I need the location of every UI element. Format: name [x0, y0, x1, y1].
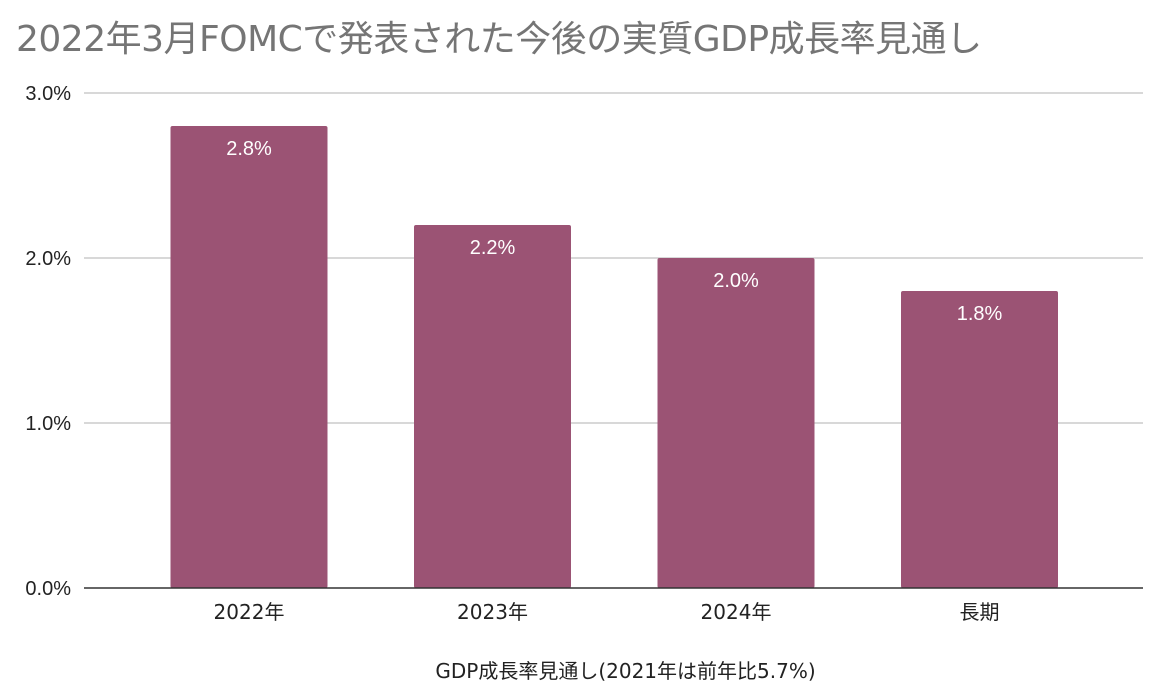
data-label: 2.0% [713, 270, 759, 292]
x-tick-label: 長期 [960, 600, 1000, 624]
bar [170, 126, 328, 588]
x-tick-label: 2024年 [701, 600, 772, 624]
y-tick-label: 2.0% [25, 248, 71, 270]
bar [414, 225, 571, 588]
y-tick-label: 0.0% [25, 578, 71, 600]
bar [657, 258, 815, 588]
data-label: 2.2% [470, 237, 516, 259]
data-labels: 2.8% 2.2% 2.0% 1.8% [226, 138, 1002, 325]
bar [901, 291, 1058, 588]
data-label: 1.8% [957, 303, 1003, 325]
x-axis-ticks: 2022年 2023年 2024年 長期 [214, 600, 1000, 624]
x-tick-label: 2022年 [214, 600, 285, 624]
x-tick-label: 2023年 [457, 600, 528, 624]
x-axis-title: GDP成長率見通し(2021年は前年比5.7%) [435, 659, 815, 683]
chart-title: 2022年3月FOMCで発表された今後の実質GDP成長率見通し [16, 19, 982, 60]
y-tick-label: 3.0% [25, 83, 71, 105]
data-label: 2.8% [226, 138, 272, 160]
bars [170, 126, 1058, 588]
y-tick-label: 1.0% [25, 413, 71, 435]
y-axis-ticks: 0.0% 1.0% 2.0% 3.0% [25, 83, 71, 600]
